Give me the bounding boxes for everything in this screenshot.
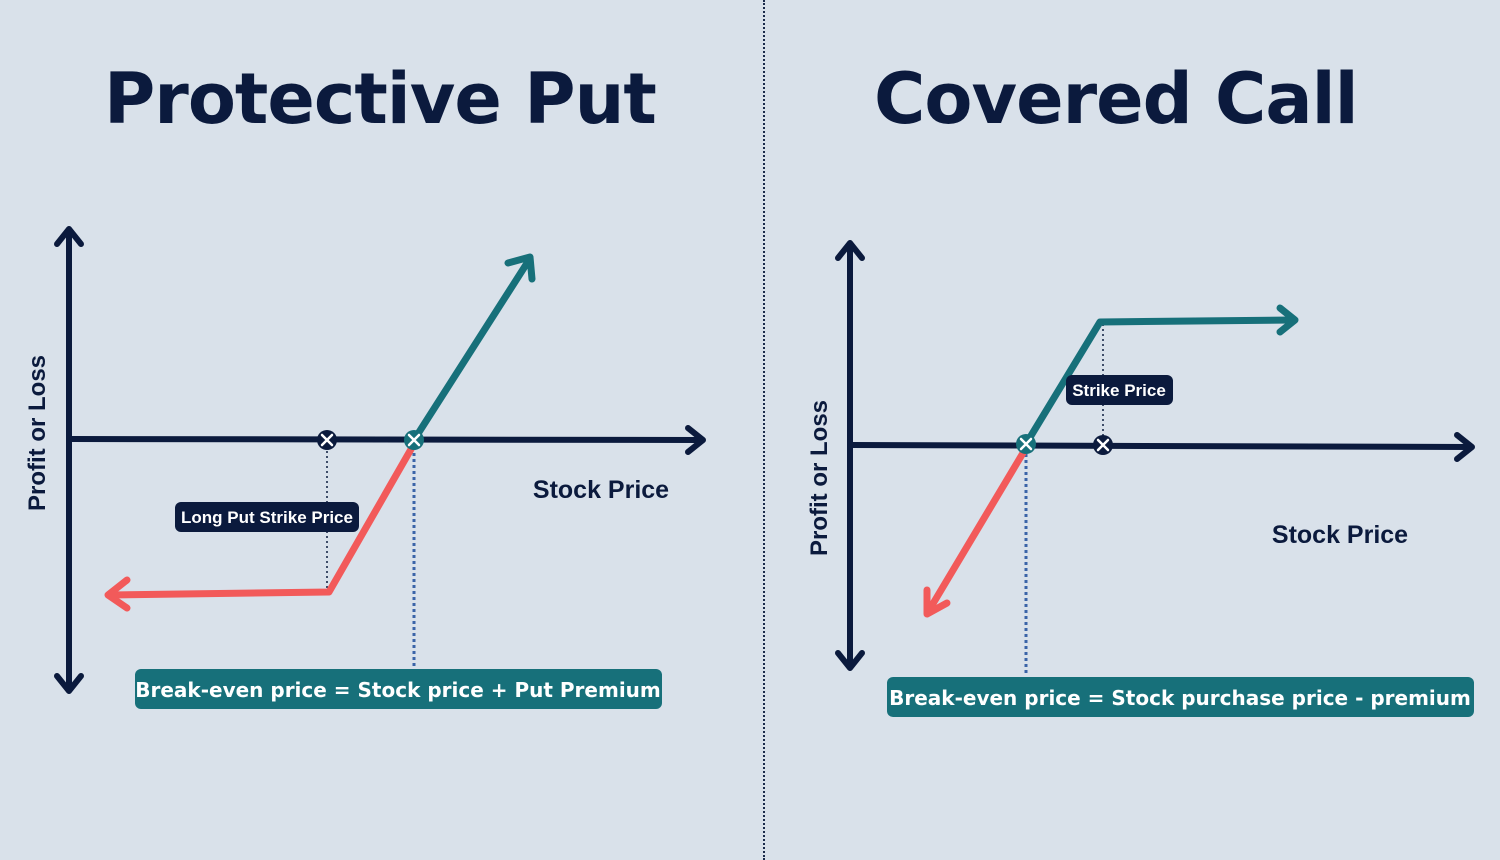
strike-price-tag: Strike Price [1066,375,1173,405]
profit-line [1022,304,1299,448]
y-axis [54,226,84,694]
covered-call-panel: Covered Call [750,0,1500,860]
protective-put-title: Protective Put [104,58,657,140]
covered-call-title: Covered Call [874,58,1359,140]
x-axis [850,432,1475,462]
strike-marker-icon [317,430,337,450]
y-axis-label: Profit or Loss [24,355,51,511]
strike-price-tag-label: Strike Price [1072,381,1166,400]
loss-line [923,444,1030,618]
protective-put-panel: Protective Put [24,58,706,709]
strike-price-tag: Long Put Strike Price [175,502,359,532]
protective-put-diagram: Profit or Loss Stock Price Long Put Stri… [24,226,706,709]
x-axis-label: Stock Price [1272,521,1408,549]
loss-line [104,440,418,612]
break-even-formula-banner: Break-even price = Stock price + Put Pre… [135,669,662,709]
break-even-marker-icon [404,430,424,450]
panel-divider [763,0,765,860]
y-axis [835,240,865,671]
y-axis-label: Profit or Loss [806,400,833,556]
covered-call-diagram: Profit or Loss Stock Price Strike Price … [806,240,1475,717]
x-axis-label: Stock Price [533,476,669,504]
strike-marker-icon [1093,435,1113,455]
strike-price-tag-label: Long Put Strike Price [181,508,353,527]
break-even-marker-icon [1016,434,1036,454]
break-even-formula-text: Break-even price = Stock price + Put Pre… [135,678,661,702]
break-even-formula-banner: Break-even price = Stock purchase price … [887,677,1474,717]
break-even-formula-text: Break-even price = Stock purchase price … [889,686,1471,710]
x-axis [69,425,706,455]
profit-line [410,253,536,444]
